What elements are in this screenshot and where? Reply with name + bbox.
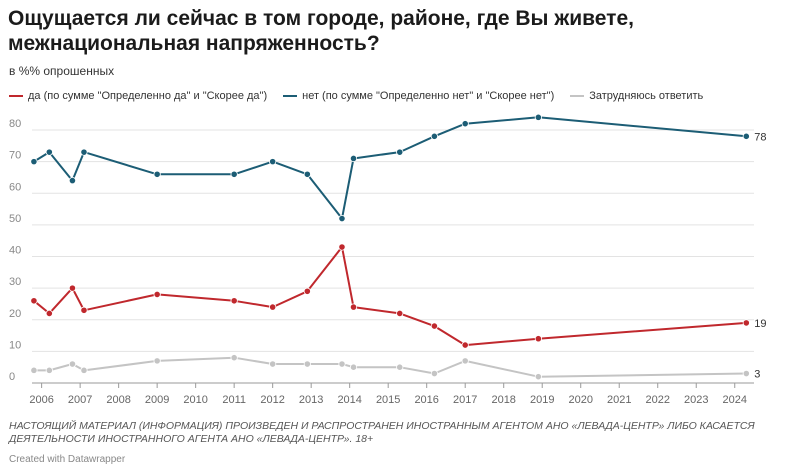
data-point: [80, 306, 88, 314]
data-point: [534, 335, 542, 343]
line-chart: 0 10 20 30 40 50 60 70 80 2006 2007 2008 2009 2010 201…: [9, 113, 767, 406]
y-tick-label: 80: [9, 118, 21, 130]
x-tick-label: 2006: [29, 394, 53, 406]
legend-label-hard-to-say: Затрудняюсь ответить: [589, 90, 704, 102]
x-tick-label: 2023: [684, 394, 708, 406]
page-title: Ощущается ли сейчас в том городе, районе…: [8, 7, 634, 55]
x-tick-label: 2007: [68, 394, 92, 406]
data-point: [153, 290, 161, 299]
x-tick-label: 2012: [260, 394, 284, 406]
data-point: [45, 309, 53, 318]
x-tick-label: 2009: [145, 394, 169, 406]
legend-label-yes: да (по сумме "Определенно да" и "Скорее …: [28, 90, 268, 102]
data-point: [30, 297, 38, 305]
data-point: [430, 132, 438, 140]
y-tick-label: 0: [9, 371, 15, 383]
y-tick-label: 30: [9, 276, 21, 288]
data-point: [430, 322, 438, 330]
x-tick-label: 2011: [222, 394, 246, 406]
data-point: [153, 170, 161, 178]
data-point: [269, 360, 277, 368]
legend-item-no: нет (по сумме "Определенно нет" и "Скоре…: [283, 90, 554, 102]
legend-item-hard-to-say: Затрудняюсь ответить: [570, 90, 703, 102]
y-tick-label: 10: [9, 339, 21, 351]
x-tick-label: 2022: [645, 394, 669, 406]
data-point: [349, 154, 358, 163]
data-point: [303, 287, 311, 295]
series-line-0: [33, 246, 747, 347]
data-point: [68, 360, 77, 368]
foreign-agent-note: НАСТОЯЩИЙ МАТЕРИАЛ (ИНФОРМАЦИЯ) ПРОИЗВЕД…: [9, 420, 755, 445]
legend-swatch-hard-to-say: [570, 95, 585, 97]
x-tick-label: 2017: [453, 394, 477, 406]
data-point: [461, 341, 469, 349]
data-point: [230, 354, 238, 362]
x-tick-label: 2020: [568, 394, 592, 406]
legend-label-no: нет (по сумме "Определенно нет" и "Скоре…: [302, 90, 555, 102]
data-point: [230, 170, 238, 178]
data-point: [338, 360, 346, 368]
end-label-1: 78: [754, 131, 766, 143]
data-point: [303, 170, 311, 178]
data-point: [396, 148, 404, 156]
end-label-0: 19: [754, 318, 766, 330]
data-point: [742, 132, 750, 140]
data-point: [338, 243, 346, 251]
data-point: [461, 357, 469, 365]
y-tick-label: 20: [9, 308, 21, 320]
data-point: [396, 309, 404, 318]
legend-item-yes: да (по сумме "Определенно да" и "Скорее …: [9, 90, 267, 102]
x-tick-label: 2016: [414, 394, 438, 406]
data-point: [30, 158, 38, 166]
x-tick-label: 2024: [723, 394, 747, 406]
y-tick-label: 60: [9, 181, 21, 193]
y-tick-label: 40: [9, 245, 21, 257]
data-point: [269, 158, 277, 166]
data-point: [45, 366, 53, 374]
series-line-1: [33, 116, 747, 220]
data-point: [534, 113, 542, 121]
data-point: [68, 177, 77, 185]
data-point: [396, 363, 404, 371]
legend: да (по сумме "Определенно да" и "Скорее …: [9, 90, 719, 102]
data-point: [461, 120, 469, 128]
data-point: [349, 303, 358, 311]
data-point: [338, 214, 346, 223]
legend-swatch-yes: [9, 95, 23, 97]
data-point: [230, 297, 238, 305]
x-tick-label: 2019: [530, 394, 554, 406]
data-point: [153, 357, 161, 365]
data-point: [303, 360, 311, 368]
x-tick-label: 2008: [106, 394, 130, 406]
data-point: [80, 148, 88, 156]
data-point: [742, 369, 750, 378]
x-tick-label: 2015: [376, 394, 400, 406]
y-tick-label: 70: [9, 150, 21, 162]
x-tick-label: 2014: [337, 394, 361, 406]
data-point: [80, 366, 88, 374]
data-point: [45, 148, 53, 156]
series-line-2: [33, 356, 747, 378]
datawrapper-credit: Created with Datawrapper: [9, 454, 126, 465]
x-tick-label: 2021: [607, 394, 631, 406]
data-point: [349, 363, 358, 371]
legend-swatch-no: [283, 95, 298, 97]
data-point: [534, 373, 542, 381]
x-tick-label: 2013: [299, 394, 323, 406]
data-point: [430, 369, 438, 378]
x-tick-label: 2018: [491, 394, 515, 406]
x-tick-label: 2010: [183, 394, 207, 406]
data-point: [30, 366, 38, 374]
end-label-2: 3: [754, 369, 760, 381]
data-point: [742, 319, 750, 327]
y-tick-label: 50: [9, 213, 21, 225]
chart-subtitle: в %% опрошенных: [9, 64, 115, 78]
data-point: [269, 303, 277, 311]
data-point: [68, 284, 77, 292]
